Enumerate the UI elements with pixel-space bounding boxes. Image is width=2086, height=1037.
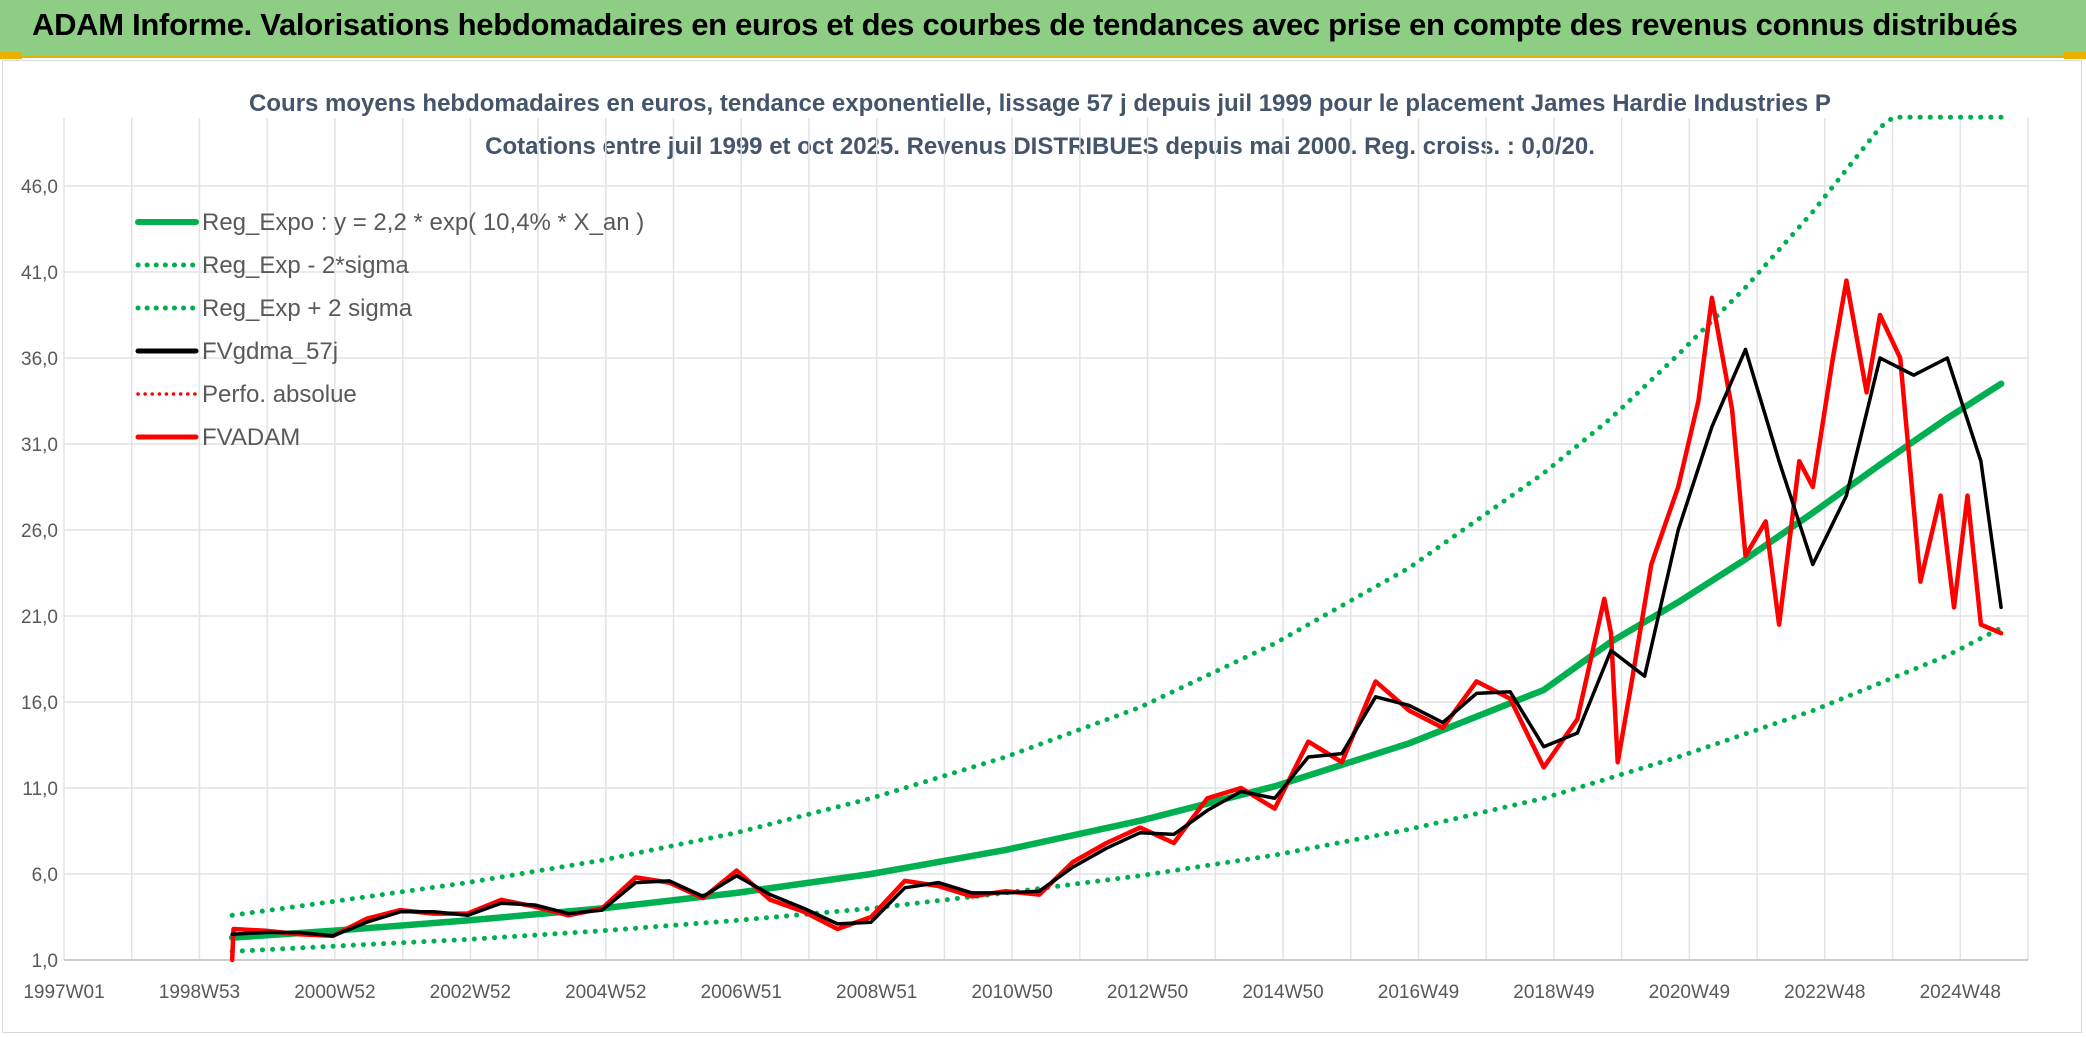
gridlines <box>63 118 2029 961</box>
y-tick-label: 1,0 <box>32 951 58 972</box>
x-tick-label: 1998W53 <box>159 982 240 1003</box>
legend-label: Reg_Exp + 2 sigma <box>202 295 413 322</box>
x-tick-label: 2012W50 <box>1107 982 1188 1003</box>
y-tick-label: 21,0 <box>21 607 58 628</box>
y-tick-label: 11,0 <box>22 779 58 800</box>
legend-label: FVgdma_57j <box>202 338 338 365</box>
x-tick-label: 1997W01 <box>23 982 104 1003</box>
x-tick-label: 2018W49 <box>1513 982 1594 1003</box>
legend: Reg_Expo : y = 2,2 * exp( 10,4% * X_an )… <box>135 209 644 451</box>
x-tick-label: 2016W49 <box>1378 982 1459 1003</box>
x-tick-label: 2024W48 <box>1920 982 2001 1003</box>
y-tick-label: 26,0 <box>21 521 58 542</box>
y-tick-label: 46,0 <box>21 177 58 198</box>
y-tick-label: 41,0 <box>21 263 58 284</box>
series-1 <box>229 625 2004 954</box>
series-3 <box>230 347 2003 938</box>
report-title: ADAM Informe. Valorisations hebdomadaire… <box>32 7 2018 42</box>
chart-subtitle: Cotations entre juil 1999 et oct 2025. R… <box>485 133 1595 160</box>
legend-label: Reg_Exp - 2*sigma <box>202 252 409 279</box>
chart-title: Cours moyens hebdomadaires en euros, ten… <box>249 90 1831 117</box>
x-tick-label: 2008W51 <box>836 982 917 1003</box>
x-tick-label: 2022W48 <box>1784 982 1865 1003</box>
series-0 <box>228 380 2005 941</box>
x-tick-label: 2006W51 <box>701 982 782 1003</box>
series-4 <box>229 278 2004 963</box>
y-tick-label: 16,0 <box>21 693 58 714</box>
x-tick-label: 2010W50 <box>971 982 1052 1003</box>
legend-label: Perfo. absolue <box>202 381 357 408</box>
x-tick-label: 2004W52 <box>565 982 646 1003</box>
series-2 <box>229 114 2004 918</box>
report-banner: ADAM Informe. Valorisations hebdomadaire… <box>0 0 2086 58</box>
y-tick-label: 6,0 <box>32 865 58 886</box>
legend-label: Reg_Expo : y = 2,2 * exp( 10,4% * X_an ) <box>202 209 644 236</box>
x-tick-label: 2002W52 <box>430 982 511 1003</box>
chart-frame <box>2 60 2082 1033</box>
x-tick-label: 2014W50 <box>1242 982 1323 1003</box>
x-tick-label: 2000W52 <box>294 982 375 1003</box>
y-tick-label: 31,0 <box>21 435 58 456</box>
x-tick-label: 2020W49 <box>1649 982 1730 1003</box>
corner-mark-right <box>2064 52 2086 59</box>
y-tick-label: 36,0 <box>21 349 58 370</box>
legend-label: FVADAM <box>202 424 300 451</box>
axes: 1,0 6,0 11,0 16,0 21,0 26,0 31,0 36,0 41,0 46,0 19… <box>21 177 2028 1003</box>
series-group <box>228 114 2005 963</box>
corner-mark-left <box>0 52 22 59</box>
